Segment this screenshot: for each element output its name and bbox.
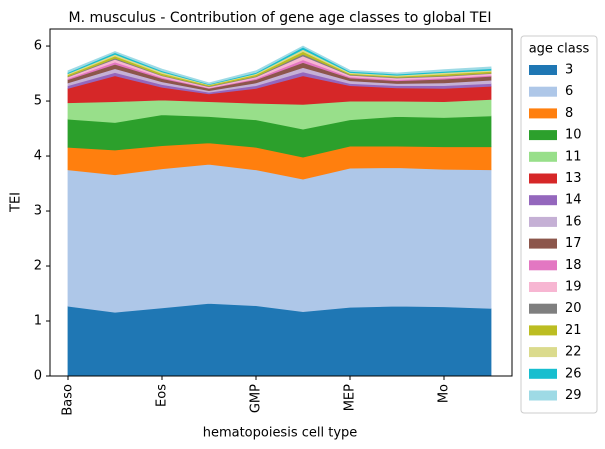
legend-label: 8 xyxy=(565,106,573,121)
legend-swatch xyxy=(529,151,557,162)
area xyxy=(67,163,492,313)
legend-swatch xyxy=(529,325,557,336)
legend-swatch xyxy=(529,390,557,401)
chart-title: M. musculus - Contribution of gene age c… xyxy=(69,10,492,26)
x-tick-label: Mo xyxy=(437,384,452,403)
legend-label: 10 xyxy=(565,128,582,143)
legend-swatch xyxy=(529,86,557,97)
y-tick-label: 5 xyxy=(34,94,42,109)
x-tick-label: GMP xyxy=(249,384,264,413)
legend-label: 21 xyxy=(565,323,582,338)
legend-title: age class xyxy=(529,42,590,57)
legend-label: 13 xyxy=(565,171,582,186)
legend-swatch xyxy=(529,216,557,227)
legend-swatch xyxy=(529,368,557,379)
legend-swatch xyxy=(529,260,557,271)
legend-label: 16 xyxy=(565,214,582,229)
legend-swatch xyxy=(529,303,557,314)
y-tick-label: 4 xyxy=(34,149,42,164)
y-axis-label: TEI xyxy=(9,192,24,213)
legend-label: 22 xyxy=(565,345,582,360)
x-axis-label: hematopoiesis cell type xyxy=(203,426,358,441)
legend-swatch xyxy=(529,65,557,75)
area xyxy=(67,45,492,85)
legend-swatch xyxy=(529,173,557,184)
legend-label: 17 xyxy=(565,236,582,251)
legend-swatch xyxy=(529,195,557,206)
y-tick-label: 1 xyxy=(34,314,42,329)
legend-label: 19 xyxy=(565,280,582,295)
y-tick-label: 0 xyxy=(34,369,42,384)
legend-swatch xyxy=(529,282,557,292)
plot-frame xyxy=(49,28,513,377)
x-tick-label: MEP xyxy=(343,384,358,411)
legend-label: 29 xyxy=(565,388,582,403)
legend-label: 14 xyxy=(565,193,582,208)
area xyxy=(67,303,492,377)
legend-label: 20 xyxy=(565,301,582,316)
y-tick-label: 6 xyxy=(34,39,42,54)
legend-label: 6 xyxy=(565,84,573,99)
y-tick-label: 3 xyxy=(34,204,42,219)
legend-label: 3 xyxy=(565,63,573,78)
legend-swatch xyxy=(529,238,557,249)
legend-label: 18 xyxy=(565,258,582,273)
x-tick-label: Baso xyxy=(61,384,76,416)
legend-swatch xyxy=(529,347,557,358)
legend-swatch xyxy=(529,130,557,141)
legend-swatch xyxy=(529,108,557,119)
x-tick-label: Eos xyxy=(155,384,170,407)
legend-label: 26 xyxy=(565,366,582,381)
y-tick-label: 2 xyxy=(34,259,42,274)
legend-label: 11 xyxy=(565,149,582,164)
